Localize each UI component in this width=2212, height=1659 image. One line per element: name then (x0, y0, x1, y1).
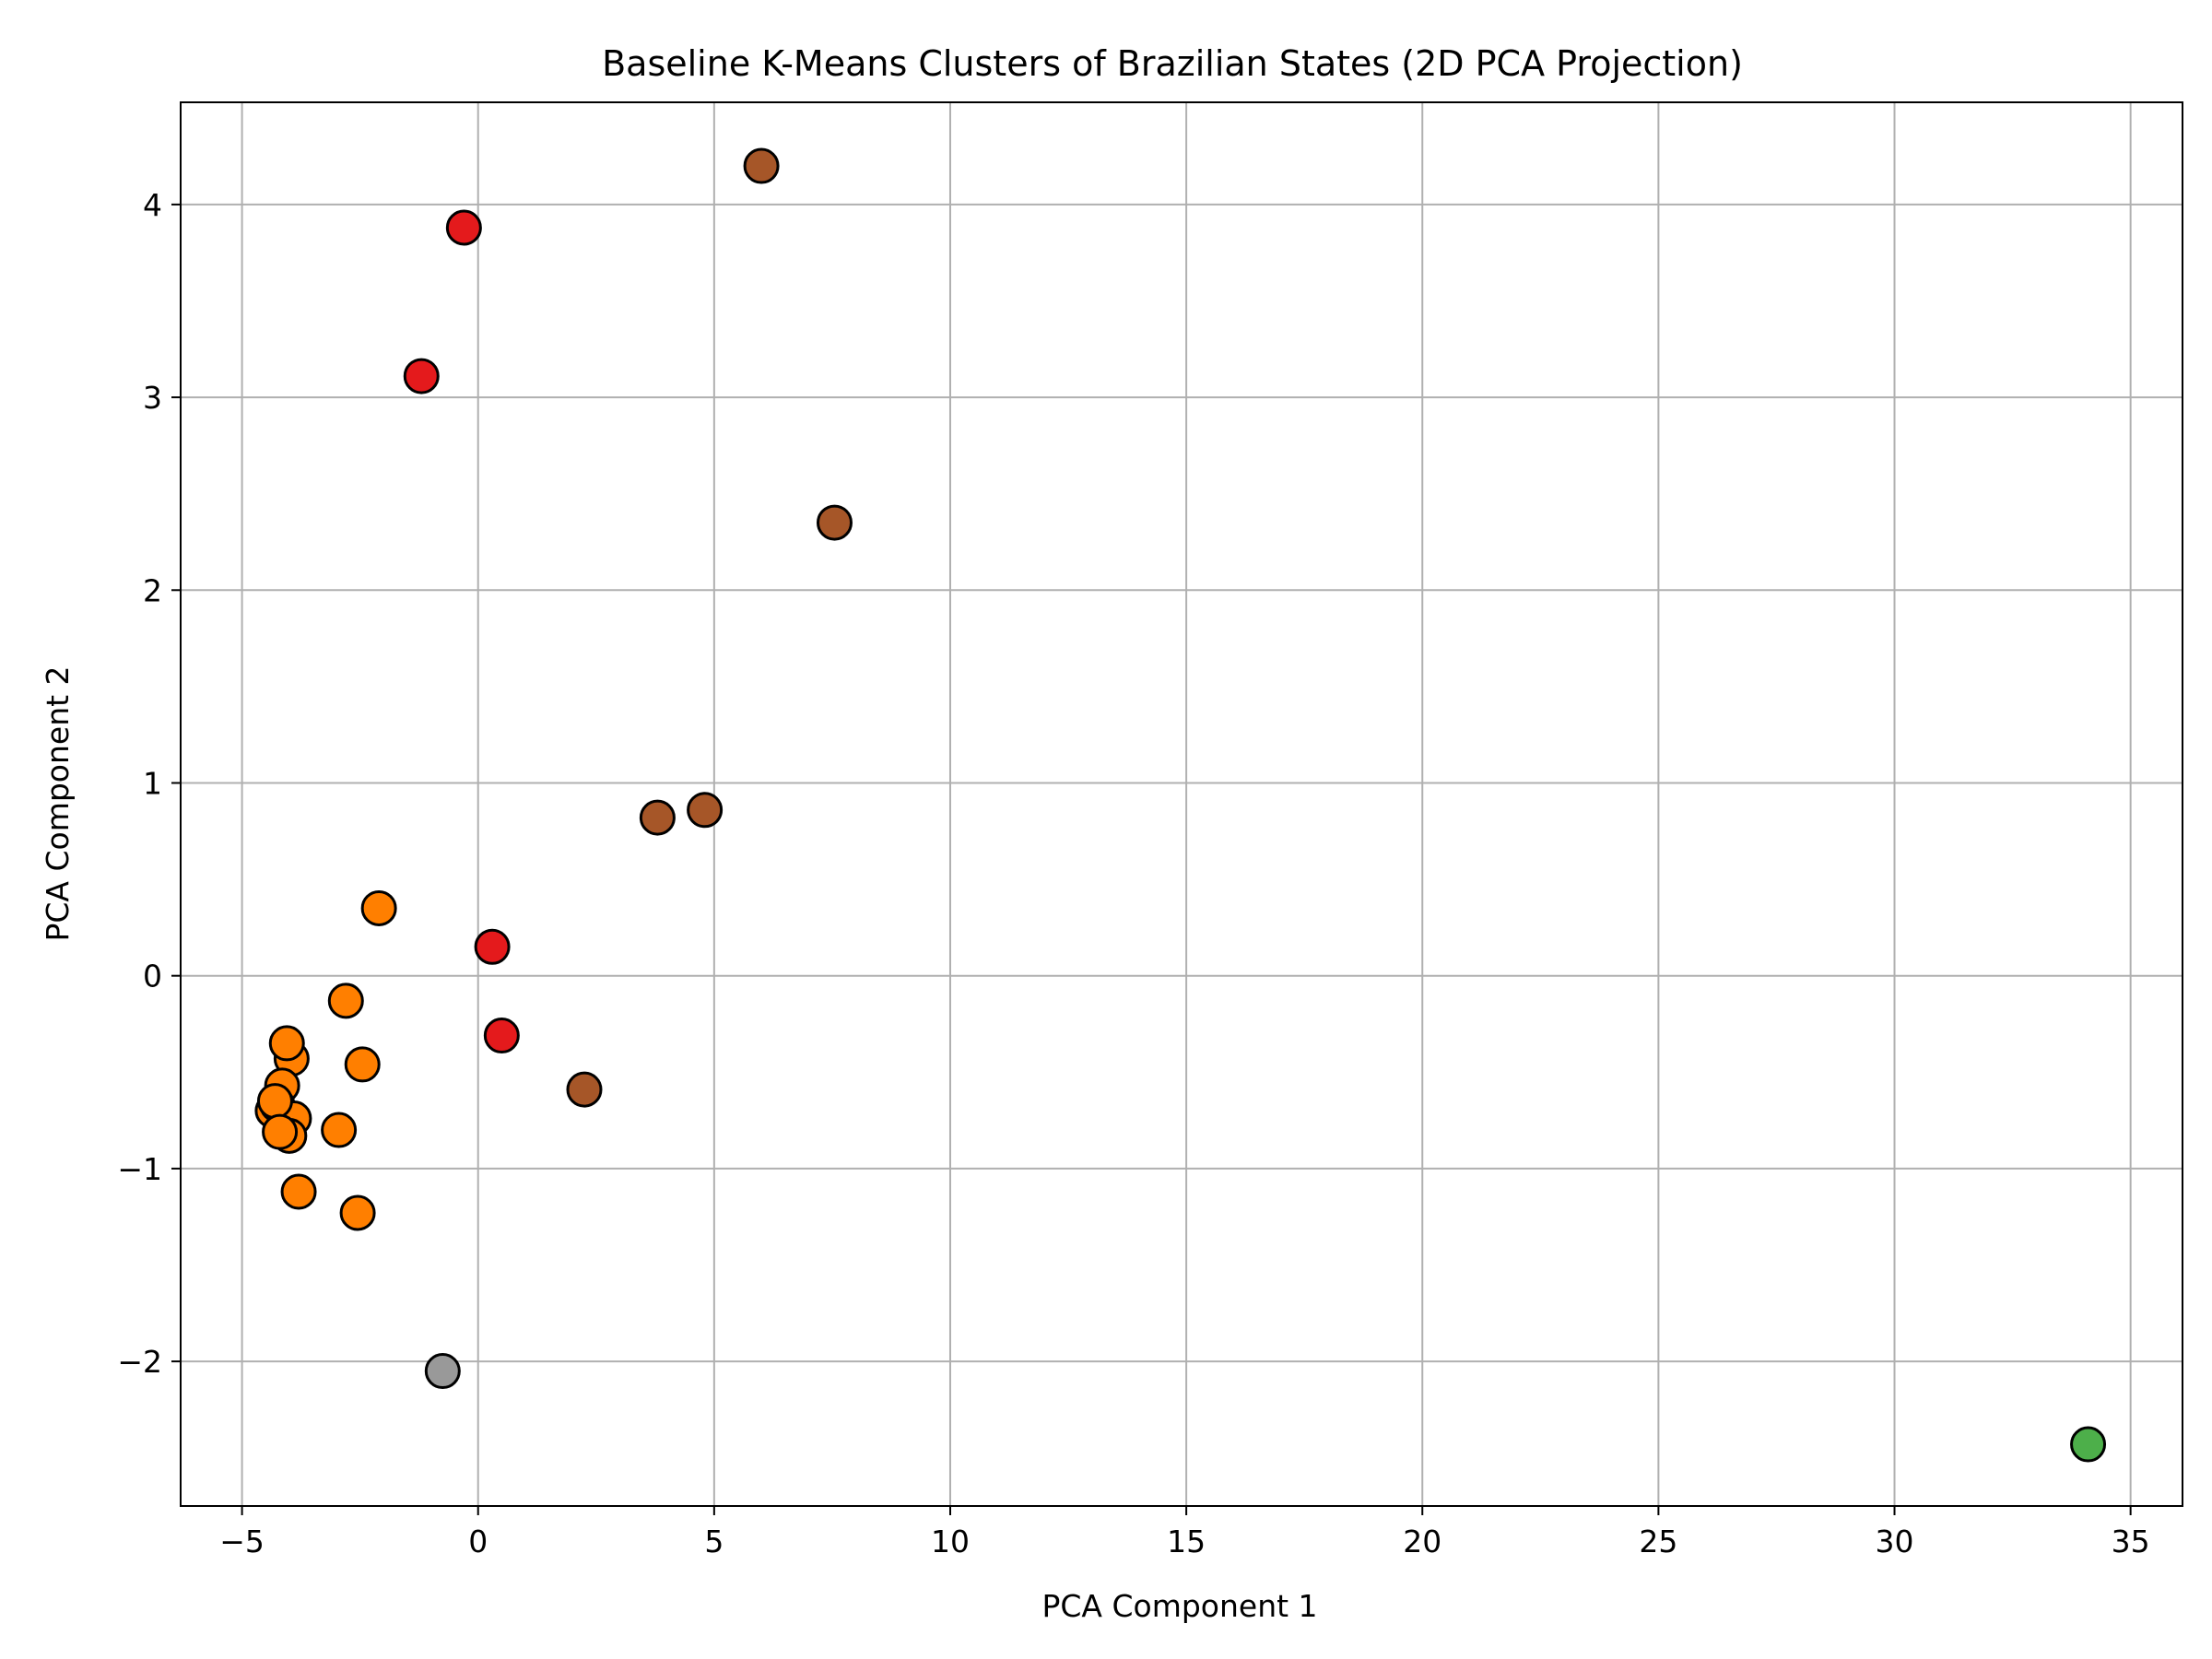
data-points (254, 147, 2107, 1463)
data-point (344, 1046, 381, 1083)
x-tick-label: 35 (2112, 1524, 2150, 1559)
data-point (743, 147, 780, 184)
data-point (566, 1071, 603, 1108)
x-tick-label: 5 (704, 1524, 724, 1559)
data-point (327, 982, 364, 1019)
x-axis-label: PCA Component 1 (1041, 1588, 1317, 1624)
x-tick-label: 0 (468, 1524, 488, 1559)
data-point (816, 504, 853, 541)
y-tick-label: 1 (143, 765, 162, 801)
data-point (424, 1353, 461, 1390)
data-point (262, 1113, 299, 1150)
data-point (474, 928, 511, 965)
y-tick-label: 4 (143, 187, 162, 223)
x-tick-label: −5 (219, 1524, 265, 1559)
data-point (268, 1025, 305, 1062)
grid (181, 102, 2183, 1506)
data-point (256, 1083, 293, 1120)
x-tick-label: 20 (1403, 1524, 1441, 1559)
data-point (639, 799, 676, 836)
x-tick-label: 25 (1639, 1524, 1677, 1559)
data-point (687, 792, 724, 829)
y-tick-label: 0 (143, 959, 162, 994)
x-tick-label: 30 (1876, 1524, 1914, 1559)
data-point (360, 889, 397, 926)
data-point (403, 358, 440, 394)
data-point (445, 209, 482, 246)
plot-frame (180, 101, 2183, 1507)
x-tick-label: 15 (1167, 1524, 1206, 1559)
y-tick-label: 2 (143, 572, 162, 608)
chart-title: Baseline K-Means Clusters of Brazilian S… (602, 43, 1743, 84)
y-axis-label: PCA Component 2 (40, 665, 76, 941)
y-tick-label: −1 (117, 1151, 162, 1187)
axis-ticks: −5 0 5 10 15 20 25 30 35 −2 −1 0 1 2 3 4 (117, 187, 2149, 1559)
data-point (321, 1112, 358, 1148)
data-point (483, 1018, 520, 1054)
data-point (2070, 1426, 2107, 1463)
data-point (339, 1194, 376, 1231)
x-tick-label: 10 (931, 1524, 970, 1559)
y-tick-label: −2 (117, 1344, 162, 1380)
data-point (280, 1173, 317, 1210)
y-tick-label: 3 (143, 380, 162, 416)
